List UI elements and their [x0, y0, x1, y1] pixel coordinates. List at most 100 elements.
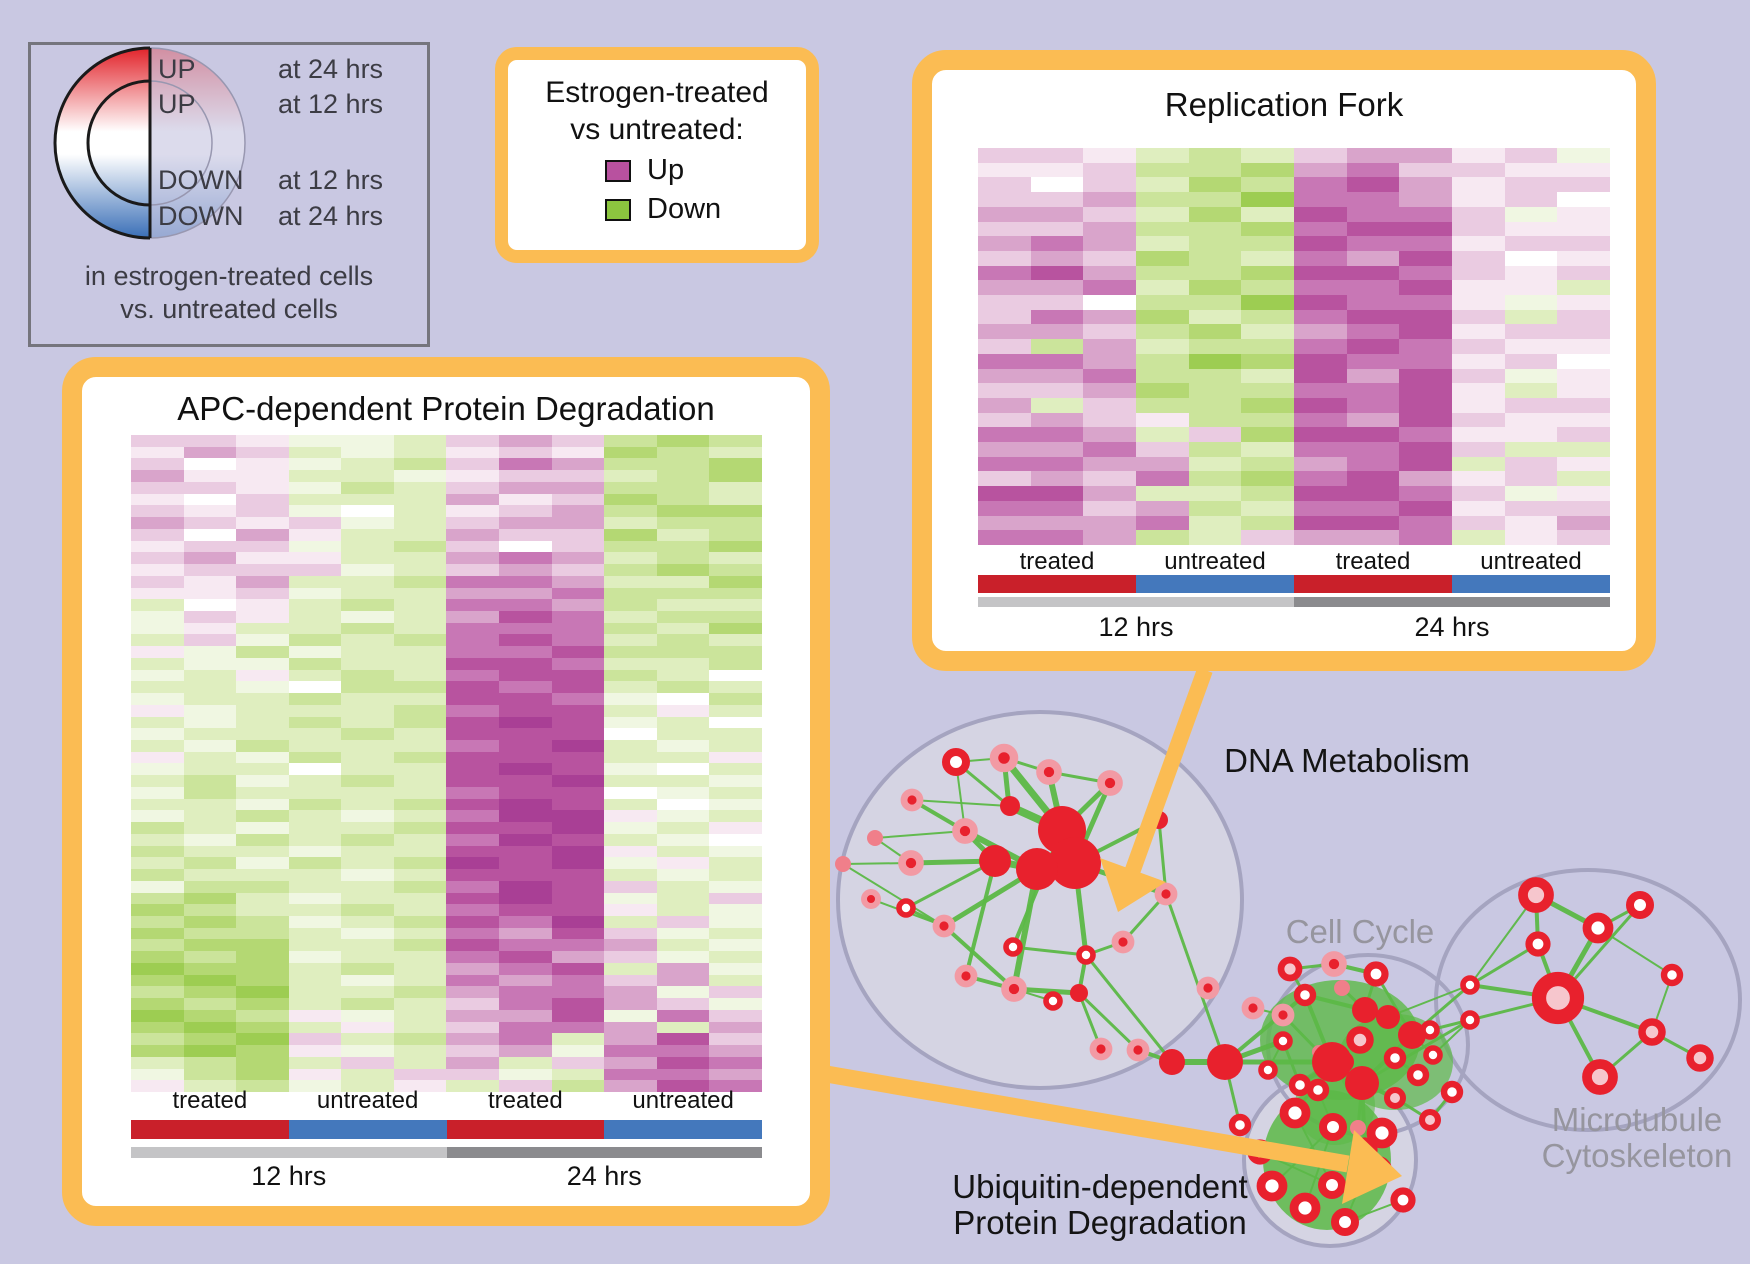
- bar-segment: [1452, 575, 1610, 593]
- heatmap-cell: [236, 481, 289, 494]
- heatmap-cell: [1083, 309, 1136, 325]
- heatmap-cell: [183, 1068, 237, 1081]
- network-node: [1207, 1044, 1243, 1080]
- heatmap-cell: [393, 822, 447, 834]
- network-edge: [1164, 893, 1227, 1063]
- heatmap-cell: [236, 998, 289, 1010]
- heatmap-cell: [236, 822, 289, 834]
- heatmap-cell: [551, 716, 605, 729]
- heatmap-cell: [1188, 383, 1242, 398]
- network-edge: [1469, 942, 1539, 987]
- heatmap-cell: [656, 669, 710, 682]
- heatmap-cell: [1294, 236, 1347, 251]
- heatmap-cell: [131, 716, 184, 729]
- heatmap-cell: [1083, 192, 1136, 207]
- heatmap-cell: [393, 446, 447, 459]
- network-node: [1273, 1031, 1293, 1051]
- heatmap-cell: [499, 575, 552, 588]
- heatmap-cell: [604, 446, 657, 459]
- heatmap-cell: [551, 435, 605, 447]
- heatmap-cell: [656, 693, 710, 705]
- heatmap-cell: [1241, 353, 1294, 369]
- heatmap-cell: [288, 892, 342, 905]
- heatmap-cell: [183, 869, 237, 881]
- network-node: [1686, 1044, 1714, 1072]
- heatmap-cell: [709, 564, 762, 576]
- heatmap-cell: [236, 622, 289, 635]
- heatmap-cell: [446, 540, 500, 553]
- heatmap-cell: [978, 353, 1031, 369]
- heatmap-cell: [551, 528, 605, 541]
- heatmap-cell: [131, 517, 184, 529]
- heatmap-cell: [393, 564, 447, 576]
- heatmap-cell: [341, 564, 394, 576]
- heatmap-cell: [604, 1080, 657, 1092]
- group-label: untreated: [632, 1087, 734, 1114]
- heatmap-cell: [1030, 456, 1084, 472]
- heatmap-cell: [1399, 250, 1452, 266]
- heatmap-cell: [131, 951, 184, 963]
- heatmap-cell: [1294, 368, 1347, 384]
- ring-diagram: [53, 46, 246, 240]
- heatmap-cell: [1452, 486, 1505, 501]
- heatmap-cell: [1241, 486, 1294, 501]
- heatmap-cell: [1399, 206, 1452, 222]
- heatmap-cell: [604, 481, 657, 494]
- heatmap-cell: [1083, 353, 1136, 369]
- heatmap-cell: [1136, 368, 1189, 384]
- heatmap-cell: [1399, 309, 1452, 325]
- heatmap-cell: [656, 904, 710, 917]
- heatmap-cell: [393, 622, 447, 635]
- heatmap-cell: [446, 786, 500, 799]
- heatmap-cell: [499, 552, 552, 565]
- heatmap-cell: [604, 552, 657, 565]
- heatmap-cell: [709, 493, 762, 506]
- heatmap-cell: [1346, 515, 1400, 531]
- heatmap-cell: [288, 435, 342, 447]
- heatmap-cell: [656, 564, 710, 576]
- legend-item-up: Up: [605, 154, 806, 187]
- heatmap-cell: [288, 998, 342, 1010]
- heatmap-cell: [1399, 427, 1452, 443]
- heatmap-cell: [236, 669, 289, 682]
- heatmap-cell: [236, 552, 289, 565]
- heatmap-cell: [656, 845, 710, 858]
- heatmap-cell: [183, 786, 237, 799]
- heatmap-cell: [1294, 162, 1347, 178]
- heatmap-cell: [446, 728, 500, 741]
- heatmap-cell: [393, 552, 447, 565]
- heatmap-cell: [656, 610, 710, 623]
- heatmap-cell: [393, 786, 447, 799]
- heatmap-cell: [183, 622, 237, 635]
- heatmap-cell: [236, 845, 289, 858]
- heatmap-cell: [1083, 324, 1136, 340]
- heatmap-cell: [709, 704, 762, 717]
- heatmap-cell: [183, 962, 237, 975]
- heatmap-cell: [499, 869, 552, 881]
- heatmap-cell: [1188, 221, 1242, 237]
- heatmap-cell: [183, 998, 237, 1010]
- heatmap-cell: [499, 493, 552, 506]
- group-label: untreated: [1164, 548, 1266, 575]
- heatmap-cell: [604, 681, 657, 694]
- heatmap-cell: [1241, 500, 1294, 516]
- heatmap-cell: [709, 575, 762, 588]
- heatmap-cell: [1399, 280, 1452, 296]
- heatmap-cell: [393, 869, 447, 881]
- heatmap-cell: [551, 599, 605, 611]
- heatmap-cell: [604, 1021, 657, 1034]
- heatmap-cell: [978, 236, 1031, 251]
- heatmap-cell: [446, 880, 500, 893]
- heatmap-cell: [1294, 250, 1347, 266]
- heatmap-cell: [393, 845, 447, 858]
- heatmap-cell: [1241, 192, 1294, 207]
- heatmap-cell: [1136, 236, 1189, 251]
- heatmap-cell: [341, 1021, 394, 1034]
- heatmap-cell: [551, 552, 605, 565]
- heatmap-cell: [551, 517, 605, 529]
- heatmap-cell: [1399, 486, 1452, 501]
- heatmap-cell: [1294, 530, 1347, 545]
- heatmap-cell: [656, 775, 710, 787]
- heatmap-cell: [131, 1068, 184, 1081]
- heatmap-cell: [236, 446, 289, 459]
